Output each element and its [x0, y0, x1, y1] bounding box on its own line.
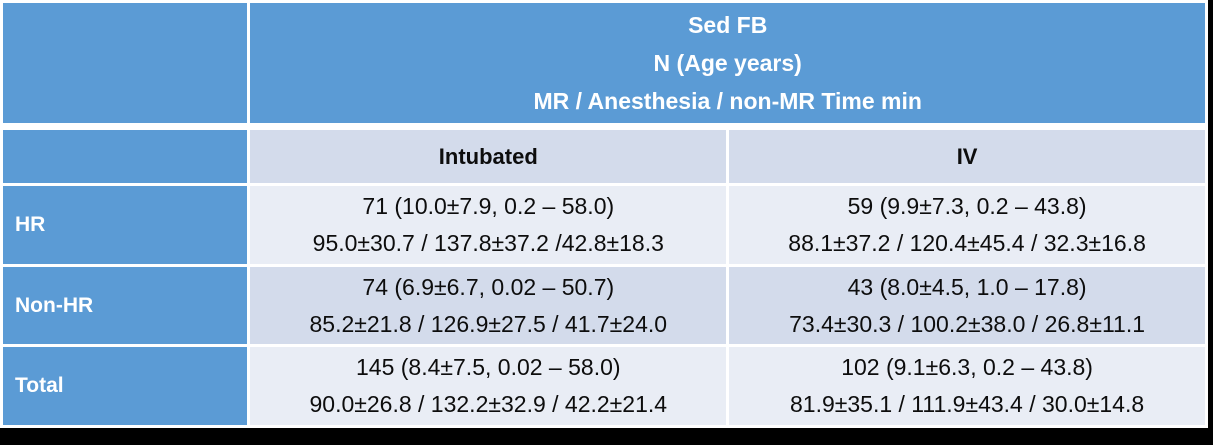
- table-header-row: Sed FB N (Age years) MR / Anesthesia / n…: [3, 3, 1205, 128]
- cell-non-hr-iv: 43 (8.0±4.5, 1.0 – 17.8) 73.4±30.3 / 100…: [729, 266, 1205, 345]
- row-label-hr: HR: [3, 186, 248, 264]
- cell-hr-intubated: 71 (10.0±7.9, 0.2 – 58.0) 95.0±30.7 / 13…: [250, 186, 727, 264]
- table-title-line-2: N (Age years): [653, 50, 802, 77]
- table-title-cell: Sed FB N (Age years) MR / Anesthesia / n…: [250, 3, 1205, 128]
- header-corner-cell: [3, 3, 248, 128]
- table-title-line-3: MR / Anesthesia / non-MR Time min: [533, 88, 922, 115]
- cell-total-intubated-line-2: 90.0±26.8 / 132.2±32.9 / 42.2±21.4: [309, 391, 668, 418]
- table-row-non-hr: Non-HR 74 (6.9±6.7, 0.02 – 50.7) 85.2±21…: [3, 266, 1205, 345]
- cell-non-hr-intubated: 74 (6.9±6.7, 0.02 – 50.7) 85.2±21.8 / 12…: [250, 266, 727, 345]
- cell-non-hr-iv-line-2: 73.4±30.3 / 100.2±38.0 / 26.8±11.1: [789, 310, 1146, 337]
- row-label-total: Total: [3, 347, 248, 425]
- cell-non-hr-intubated-line-1: 74 (6.9±6.7, 0.02 – 50.7): [362, 273, 615, 300]
- table-row-hr: HR 71 (10.0±7.9, 0.2 – 58.0) 95.0±30.7 /…: [3, 186, 1205, 264]
- cell-non-hr-iv-line-1: 43 (8.0±4.5, 1.0 – 17.8): [847, 273, 1087, 300]
- cell-hr-intubated-line-1: 71 (10.0±7.9, 0.2 – 58.0): [362, 193, 615, 220]
- subhead-corner-cell: [3, 130, 248, 184]
- cell-hr-iv-line-1: 59 (9.9±7.3, 0.2 – 43.8): [847, 193, 1087, 220]
- cell-hr-iv: 59 (9.9±7.3, 0.2 – 43.8) 88.1±37.2 / 120…: [729, 186, 1205, 264]
- row-label-non-hr: Non-HR: [3, 266, 248, 345]
- cell-hr-iv-line-2: 88.1±37.2 / 120.4±45.4 / 32.3±16.8: [788, 230, 1146, 257]
- sedation-stats-table: Sed FB N (Age years) MR / Anesthesia / n…: [0, 0, 1208, 428]
- cell-total-intubated: 145 (8.4±7.5, 0.02 – 58.0) 90.0±26.8 / 1…: [250, 347, 727, 425]
- cell-non-hr-intubated-line-2: 85.2±21.8 / 126.9±27.5 / 41.7±24.0: [309, 310, 668, 337]
- table-title-line-1: Sed FB: [688, 12, 768, 39]
- table-row-total: Total 145 (8.4±7.5, 0.02 – 58.0) 90.0±26…: [3, 347, 1205, 425]
- cell-total-intubated-line-1: 145 (8.4±7.5, 0.02 – 58.0): [356, 354, 621, 381]
- column-header-intubated: Intubated: [250, 130, 727, 184]
- column-header-row: Intubated IV: [3, 130, 1205, 184]
- cell-total-iv: 102 (9.1±6.3, 0.2 – 43.8) 81.9±35.1 / 11…: [729, 347, 1205, 425]
- cell-total-iv-line-2: 81.9±35.1 / 111.9±43.4 / 30.0±14.8: [789, 391, 1145, 418]
- cell-total-iv-line-1: 102 (9.1±6.3, 0.2 – 43.8): [841, 354, 1093, 381]
- cell-hr-intubated-line-2: 95.0±30.7 / 137.8±37.2 /42.8±18.3: [312, 230, 664, 257]
- column-header-iv: IV: [729, 130, 1205, 184]
